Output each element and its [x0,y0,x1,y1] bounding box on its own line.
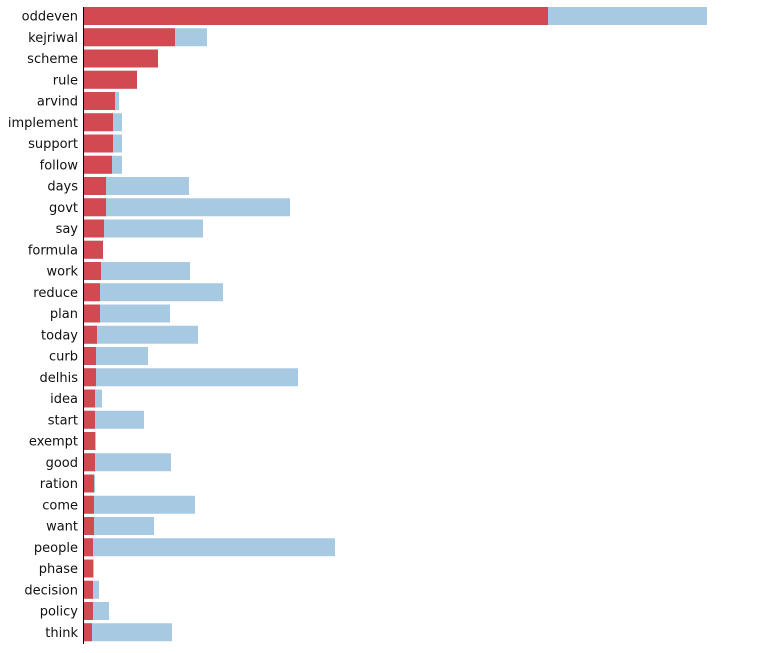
foreground-bar-say [84,219,104,238]
foreground-bar-follow [84,155,112,174]
foreground-bar-idea [84,389,95,408]
background-bar-curb [84,347,148,365]
category-label-want: want [46,520,78,535]
foreground-bar-arvind [84,92,115,110]
category-label-policy: policy [40,605,79,620]
foreground-bar-delhis [84,368,96,387]
category-label-scheme: scheme [27,52,78,67]
category-label-decision: decision [24,583,78,598]
foreground-bar-govt [84,198,106,217]
foreground-bar-policy [84,602,93,620]
foreground-bar-formula [84,240,103,259]
category-label-think: think [45,626,78,641]
category-label-kejriwal: kejriwal [28,31,78,46]
foreground-bar-think [84,623,92,642]
background-bar-good [84,453,171,472]
foreground-bar-days [84,177,106,195]
category-label-follow: follow [40,158,79,173]
category-label-work: work [47,265,79,280]
category-label-ration: ration [40,477,78,492]
category-label-good: good [46,456,78,471]
series-background-bars [84,7,707,642]
foreground-bar-rule [84,70,137,89]
background-bar-want [84,517,154,535]
foreground-bar-exempt [84,432,95,450]
background-bar-start [84,410,144,429]
foreground-bar-plan [84,304,100,323]
category-label-days: days [47,180,78,195]
background-bar-today [84,325,198,344]
foreground-bar-come [84,495,94,514]
category-label-start: start [48,413,78,428]
category-label-implement: implement [8,116,78,131]
background-bar-govt [84,198,290,217]
category-label-exempt: exempt [29,435,78,450]
foreground-bar-ration [84,474,94,493]
category-label-support: support [28,137,78,152]
category-label-oddeven: oddeven [22,10,78,25]
background-bar-delhis [84,368,298,387]
foreground-bar-good [84,453,95,472]
category-label-idea: idea [50,392,78,407]
category-label-delhis: delhis [40,371,79,386]
category-label-rule: rule [53,73,78,88]
foreground-bar-reduce [84,283,100,302]
background-bar-plan [84,304,170,323]
foreground-bar-support [84,134,113,153]
foreground-bar-curb [84,347,96,365]
foreground-bar-kejriwal [84,28,175,47]
category-label-curb: curb [49,350,78,365]
category-label-govt: govt [49,201,78,216]
foreground-bar-want [84,517,94,535]
foreground-bar-people [84,538,93,557]
foreground-bar-work [84,262,101,280]
foreground-bar-decision [84,580,93,599]
background-bar-say [84,219,203,238]
category-label-today: today [41,328,78,343]
category-label-come: come [42,498,78,513]
background-bar-days [84,177,189,195]
foreground-bar-implement [84,113,113,132]
foreground-bar-today [84,325,97,344]
background-bar-people [84,538,335,557]
series-foreground-bars [84,7,548,642]
category-label-plan: plan [50,307,78,322]
background-bar-come [84,495,195,514]
category-label-people: people [34,541,78,556]
background-bar-work [84,262,190,280]
foreground-bar-phase [84,559,93,578]
foreground-bar-scheme [84,49,158,68]
category-label-formula: formula [28,243,78,258]
category-label-arvind: arvind [37,95,78,110]
background-bar-reduce [84,283,223,302]
foreground-bar-oddeven [84,7,548,25]
category-labels: oddeven kejriwal scheme rule arvind implement… [8,10,79,641]
background-bar-think [84,623,172,642]
category-label-reduce: reduce [33,286,78,301]
category-label-say: say [56,222,79,237]
category-label-phase: phase [39,562,78,577]
foreground-bar-start [84,410,95,429]
